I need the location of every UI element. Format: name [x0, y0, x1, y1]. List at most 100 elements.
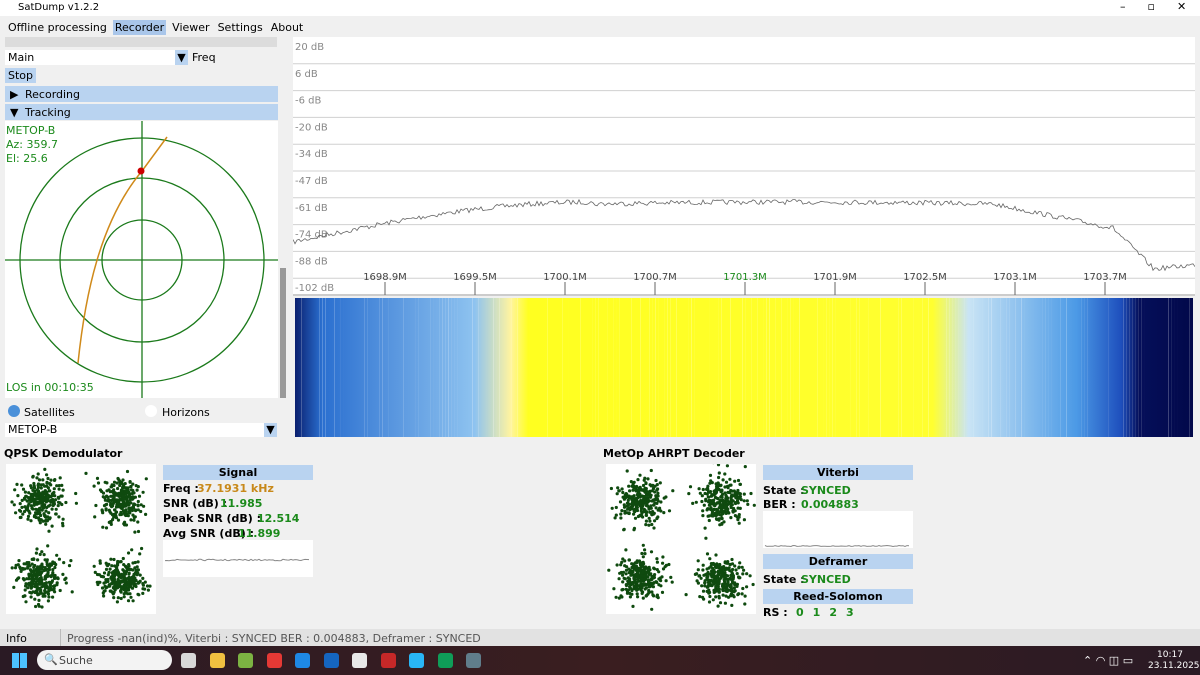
waterfall-noise	[835, 298, 836, 437]
iq-point	[35, 476, 39, 480]
taskbar-app[interactable]	[209, 653, 225, 668]
iq-point	[30, 584, 34, 589]
iq-point	[664, 563, 668, 567]
waterfall-noise	[1177, 298, 1178, 437]
waterfall-noise	[766, 298, 767, 437]
iq-point	[100, 586, 105, 590]
iq-point	[60, 483, 64, 487]
iq-point	[26, 496, 31, 500]
iq-point	[653, 484, 657, 488]
menu-item[interactable]: Settings	[217, 21, 263, 34]
iq-point	[39, 486, 43, 490]
taskbar-app[interactable]	[466, 653, 481, 668]
iq-point	[634, 564, 638, 568]
iq-point	[52, 478, 57, 482]
taskbar-app[interactable]	[352, 653, 367, 668]
menu-item[interactable]: About	[270, 21, 304, 34]
iq-point	[639, 507, 643, 511]
waterfall-noise	[694, 298, 695, 437]
radio-label[interactable]: Satellites	[24, 406, 75, 419]
menu-item[interactable]: Viewer	[172, 21, 210, 34]
scrollbar[interactable]	[280, 268, 286, 398]
iq-point	[113, 499, 117, 504]
iq-point	[39, 590, 43, 594]
iq-point	[732, 590, 736, 594]
iq-point	[731, 509, 735, 513]
waterfall-noise	[1138, 298, 1139, 437]
search-box[interactable]	[37, 650, 172, 670]
iq-point	[53, 575, 57, 579]
iq-point	[44, 518, 49, 522]
section-title[interactable]: Recording	[25, 88, 81, 101]
iq-point	[684, 593, 688, 597]
start-button[interactable]	[12, 653, 27, 668]
menu-item[interactable]: Recorder	[112, 20, 167, 35]
value: SYNCED	[801, 573, 851, 586]
iq-point	[30, 506, 34, 510]
iq-point	[132, 491, 136, 495]
iq-point	[35, 512, 39, 516]
radio-label[interactable]: Horizons	[162, 406, 210, 419]
radio-selected[interactable]	[8, 405, 20, 417]
source-select[interactable]: Main	[5, 50, 176, 65]
iq-point	[701, 487, 705, 492]
clock-time[interactable]: 10:17	[1157, 650, 1183, 660]
iq-point	[628, 489, 632, 493]
taskbar-app[interactable]	[437, 653, 453, 668]
iq-point	[635, 592, 639, 596]
taskbar-app[interactable]	[409, 653, 424, 668]
dropdown-arrow[interactable]: ▼	[175, 50, 188, 65]
window-controls[interactable]: –▫✕	[1120, 0, 1200, 13]
taskbar-app[interactable]	[181, 653, 196, 668]
waterfall-noise	[619, 298, 620, 437]
iq-point	[669, 575, 673, 579]
iq-point	[121, 478, 125, 482]
taskbar-app[interactable]	[266, 653, 282, 668]
iq-point	[110, 485, 114, 489]
iq-point	[64, 500, 68, 505]
iq-point	[21, 566, 25, 571]
iq-point	[718, 523, 722, 527]
dropdown-arrow[interactable]: ▼	[264, 423, 277, 437]
taskbar-app[interactable]	[295, 653, 310, 668]
taskbar-app[interactable]	[238, 653, 253, 668]
iq-point	[655, 488, 659, 492]
iq-point	[730, 557, 734, 562]
stop-button[interactable]: Stop	[5, 68, 37, 83]
tray-icons[interactable]: ⌃ ◠ ◫ ▭	[1083, 654, 1134, 667]
taskbar-app[interactable]	[380, 653, 396, 668]
menu-item[interactable]: Offline processing	[8, 21, 107, 34]
iq-point	[106, 499, 110, 503]
iq-point	[46, 599, 51, 603]
iq-point	[733, 514, 737, 518]
radio[interactable]	[145, 405, 157, 417]
panel-title: MetOp AHRPT Decoder	[603, 447, 745, 460]
waterfall-noise	[856, 298, 857, 437]
section-title[interactable]: Tracking	[25, 106, 71, 119]
clock-date[interactable]: 23.11.2025	[1148, 661, 1200, 671]
iq-point	[616, 486, 620, 490]
waterfall-noise	[988, 298, 989, 437]
waterfall-noise	[751, 298, 752, 437]
iq-point	[97, 573, 101, 577]
iq-point	[50, 524, 54, 528]
iq-point	[657, 577, 661, 581]
iq-point	[42, 553, 46, 557]
iq-point	[43, 574, 48, 578]
section-header[interactable]	[5, 104, 278, 120]
iq-point	[655, 568, 659, 572]
taskbar-app[interactable]	[323, 653, 339, 668]
iq-point	[717, 582, 721, 586]
iq-point	[46, 586, 50, 590]
waterfall-noise	[568, 298, 569, 437]
iq-point	[128, 568, 133, 572]
iq-point	[728, 483, 732, 487]
x-axis-label: 1700.7M	[633, 272, 677, 283]
iq-point	[134, 584, 138, 589]
waterfall-noise	[445, 298, 446, 437]
section-header[interactable]	[5, 86, 278, 102]
iq-point	[28, 511, 32, 515]
satellite-select[interactable]: METOP-B	[5, 423, 266, 437]
iq-point	[688, 485, 693, 489]
iq-point	[743, 465, 747, 469]
